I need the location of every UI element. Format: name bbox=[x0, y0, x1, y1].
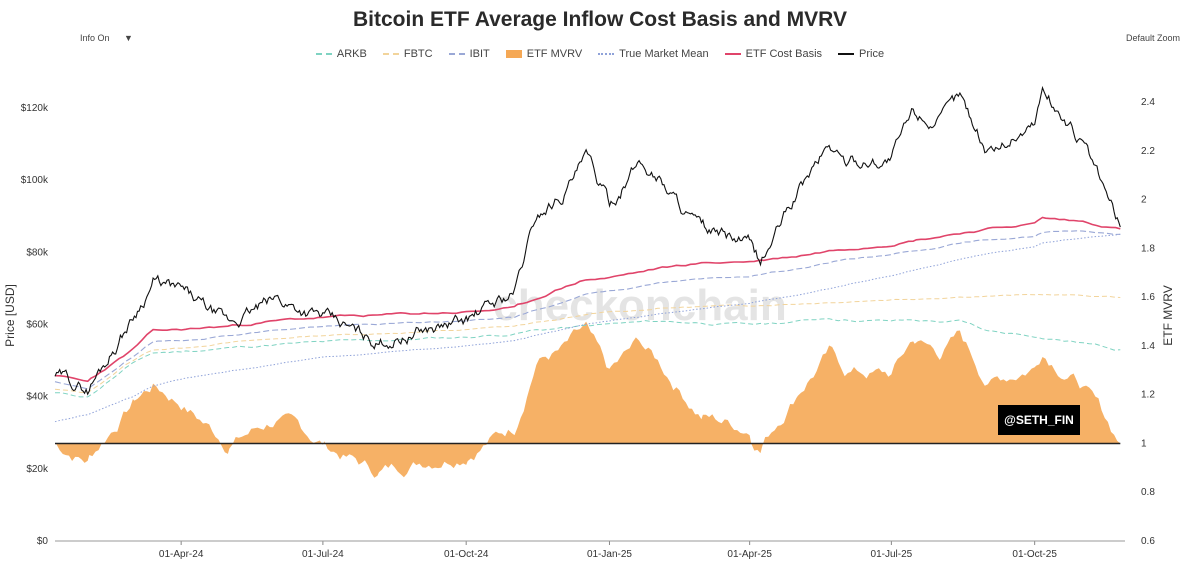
legend-item-fbtc[interactable]: FBTC bbox=[382, 48, 433, 60]
y-tick-label: $120k bbox=[21, 103, 49, 114]
y2-tick-label: 2 bbox=[1141, 195, 1147, 206]
series-etf-mvrv-area bbox=[55, 321, 1121, 478]
y-axis-title: Price [USD] bbox=[3, 284, 17, 347]
y-tick-label: $80k bbox=[26, 247, 49, 258]
legend-swatch bbox=[382, 53, 399, 55]
legend-swatch bbox=[448, 53, 465, 55]
series-price-line bbox=[54, 85, 1121, 396]
legend-item-price[interactable]: Price bbox=[838, 48, 884, 60]
series-lines-group bbox=[54, 85, 1121, 423]
y2-tick-label: 1 bbox=[1141, 438, 1147, 449]
chart-legend: ARKB FBTC IBIT ETF MVRV True Market Mean ETF … bbox=[0, 48, 1200, 60]
legend-swatch bbox=[598, 53, 615, 55]
legend-item-etf-mvrv[interactable]: ETF MVRV bbox=[505, 48, 583, 60]
y2-tick-label: 1.4 bbox=[1141, 341, 1155, 352]
x-tick-label: 01-Apr-25 bbox=[727, 549, 772, 560]
legend-swatch bbox=[724, 53, 741, 55]
series-arkb-line bbox=[55, 318, 1121, 398]
y-tick-label: $20k bbox=[26, 464, 49, 475]
legend-label: Price bbox=[859, 48, 885, 60]
x-tick-label: 01-Jul-24 bbox=[302, 549, 344, 560]
legend-item-ibit[interactable]: IBIT bbox=[448, 48, 490, 60]
y-tick-label: $60k bbox=[26, 320, 49, 331]
legend-swatch bbox=[838, 53, 855, 55]
author-badge: @SETH_FIN bbox=[998, 405, 1080, 435]
y-tick-label: $0 bbox=[37, 536, 49, 547]
legend-swatch bbox=[505, 50, 522, 58]
series-ibit-line bbox=[54, 230, 1121, 390]
x-tick-label: 01-Apr-24 bbox=[159, 549, 204, 560]
series-fbtc-line bbox=[54, 293, 1121, 394]
chevron-down-icon: ▼ bbox=[124, 33, 133, 43]
legend-item-arkb[interactable]: ARKB bbox=[315, 48, 367, 60]
x-tick-label: 01-Jul-25 bbox=[871, 549, 913, 560]
legend-item-true-market-mean[interactable]: True Market Mean bbox=[598, 48, 709, 60]
mvrv-area-group bbox=[55, 321, 1121, 478]
x-tick-label: 01-Oct-25 bbox=[1012, 549, 1057, 560]
info-toggle-label: Info On bbox=[80, 33, 110, 43]
legend-label: ETF Cost Basis bbox=[745, 48, 823, 60]
y-tick-label: $100k bbox=[21, 175, 49, 186]
chart-title: Bitcoin ETF Average Inflow Cost Basis an… bbox=[353, 8, 847, 31]
y2-tick-label: 2.4 bbox=[1141, 97, 1155, 108]
x-tick-label: 01-Oct-24 bbox=[444, 549, 489, 560]
info-toggle[interactable]: Info On ▼ bbox=[80, 33, 133, 43]
y2-axis-title: ETF MVRV bbox=[1161, 285, 1175, 345]
y2-tick-label: 1.2 bbox=[1141, 390, 1155, 401]
default-zoom-button[interactable]: Default Zoom bbox=[1125, 33, 1180, 43]
series-true-market-mean-line bbox=[54, 233, 1121, 423]
x-tick-label: 01-Jan-25 bbox=[587, 549, 632, 560]
series-etf-cost-basis-line bbox=[54, 216, 1121, 383]
legend-label: True Market Mean bbox=[619, 48, 709, 60]
legend-swatch bbox=[315, 53, 332, 55]
y2-tick-label: 2.2 bbox=[1141, 146, 1155, 157]
y2-tick-label: 1.8 bbox=[1141, 243, 1155, 254]
y2-tick-label: 1.6 bbox=[1141, 292, 1155, 303]
legend-label: FBTC bbox=[403, 48, 433, 60]
legend-item-etf-cost-basis[interactable]: ETF Cost Basis bbox=[724, 48, 823, 60]
legend-label: ARKB bbox=[336, 48, 367, 60]
y-tick-label: $40k bbox=[26, 392, 49, 403]
legend-label: ETF MVRV bbox=[526, 48, 583, 60]
axes-group: $0 $20k $40k $60k $80k $100k $120k 0.6 0.8 1 1.2 1.… bbox=[3, 97, 1175, 560]
y2-tick-label: 0.6 bbox=[1141, 536, 1155, 547]
legend-label: IBIT bbox=[469, 48, 490, 60]
y2-tick-label: 0.8 bbox=[1141, 487, 1155, 498]
